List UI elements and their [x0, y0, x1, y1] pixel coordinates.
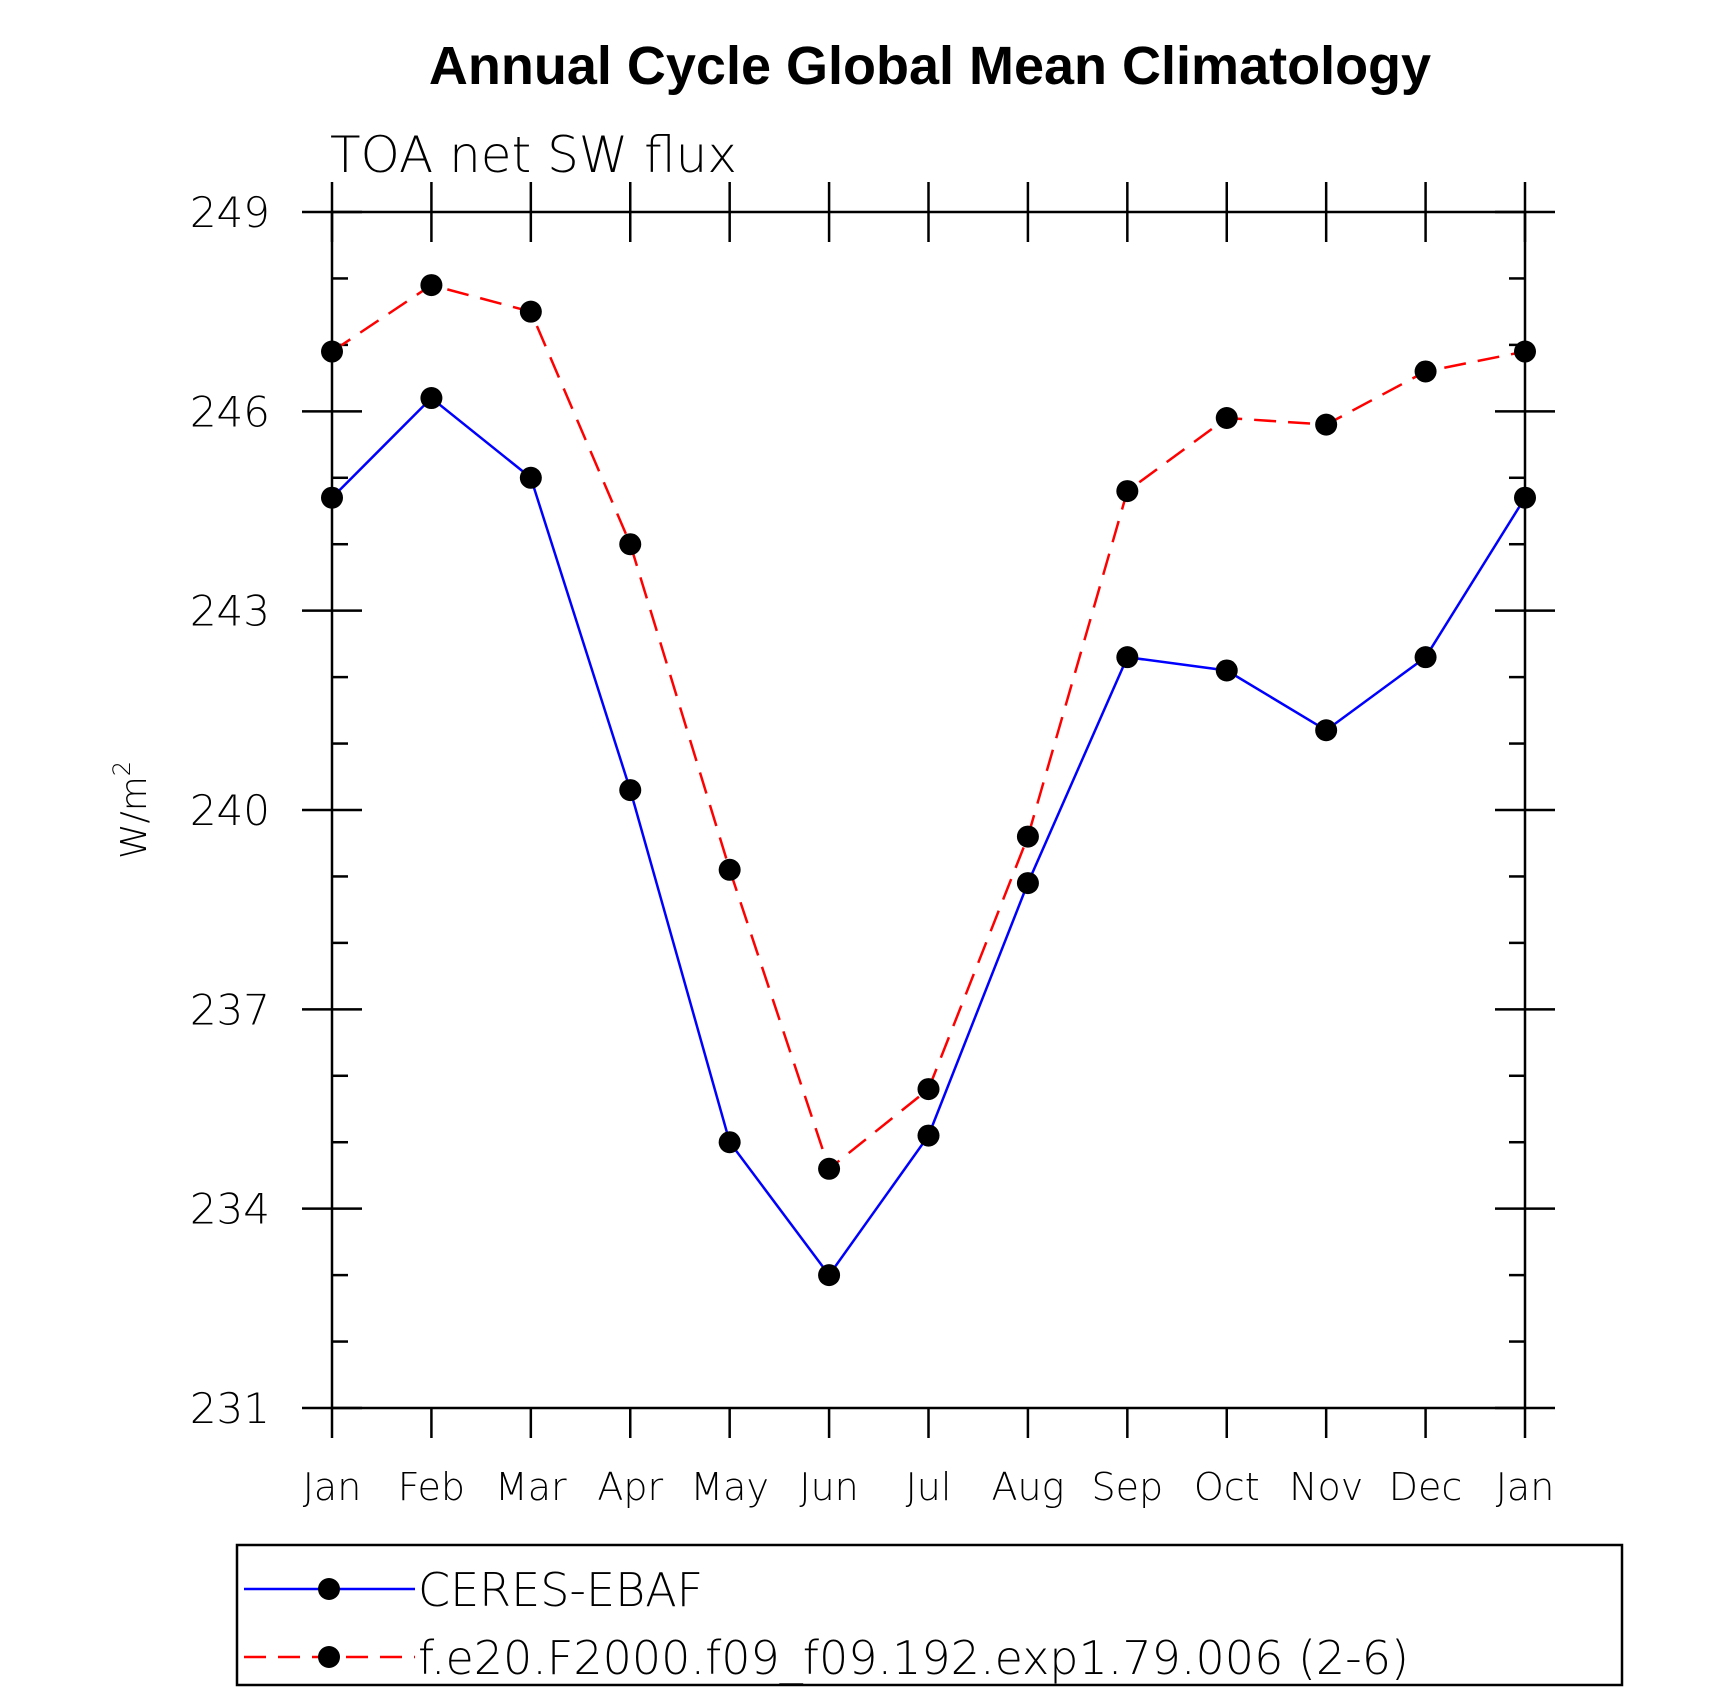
- series-line-1: [331, 283, 1526, 1171]
- series-0-point: [519, 466, 542, 489]
- series-1-point: [1414, 360, 1437, 383]
- series-0-point: [1414, 646, 1437, 669]
- legend-entry-ceres: CERES-EBAF: [244, 1563, 703, 1617]
- series-0-point: [1116, 646, 1139, 669]
- series-1-point: [519, 300, 542, 323]
- series-0-point: [1215, 659, 1238, 682]
- chart-subtitle: TOA net SW flux: [330, 126, 737, 184]
- series-1-point: [1315, 413, 1338, 436]
- series-1-point: [1016, 825, 1039, 848]
- legend-entry-model: f.e20.F2000.f09_f09.192.exp1.79.006 (2-6…: [244, 1631, 1409, 1685]
- x-tick-label: Feb: [398, 1465, 465, 1509]
- x-tick-labels: Jan Feb Mar Apr May Jun Jul Aug Sep Oct Nov Dec Jan: [303, 1465, 1555, 1509]
- x-tick-label: Nov: [1289, 1465, 1363, 1509]
- series-0-point: [1315, 719, 1338, 742]
- x-tick-label: Mar: [495, 1465, 567, 1509]
- y-tick-label: 249: [190, 188, 270, 237]
- series-1-point: [718, 858, 741, 881]
- series-1-point: [321, 340, 343, 363]
- series-1-point: [818, 1157, 841, 1180]
- series-1-point: [619, 533, 642, 556]
- chart-title: Annual Cycle Global Mean Climatology: [429, 36, 1431, 96]
- legend-marker-model: [318, 1646, 340, 1668]
- y-tick-label: 231: [190, 1384, 270, 1433]
- y-tick-label: 237: [190, 985, 270, 1034]
- series-0-point: [1016, 872, 1039, 895]
- x-tick-label: Oct: [1194, 1465, 1260, 1509]
- legend-label-ceres: CERES-EBAF: [418, 1563, 703, 1617]
- legend-label-model: f.e20.F2000.f09_f09.192.exp1.79.006 (2-6…: [418, 1631, 1409, 1685]
- series-1-point: [1116, 480, 1139, 503]
- svg-text:W/m2: W/m2: [108, 761, 155, 859]
- x-tick-label: Dec: [1389, 1465, 1463, 1509]
- x-tick-label: Apr: [597, 1465, 663, 1509]
- x-tick-label: Aug: [991, 1465, 1064, 1509]
- series-0-point: [321, 486, 343, 509]
- legend-marker-ceres: [318, 1578, 340, 1600]
- y-tick-labels: 231 234 237 240 243 246 249: [190, 188, 270, 1433]
- x-tick-label: Jan: [1496, 1465, 1555, 1509]
- series-0-point: [917, 1124, 940, 1147]
- y-tick-label: 234: [190, 1185, 270, 1234]
- y-axis-label-text: W/m: [114, 776, 155, 859]
- series-1-point: [1215, 406, 1238, 429]
- series-1-point: [1514, 340, 1536, 363]
- axis-ticks: [302, 182, 1555, 1438]
- series-0-point: [619, 779, 642, 802]
- series-layer: [321, 274, 1536, 1287]
- plot-frame: [330, 210, 1527, 1410]
- x-tick-label: Jun: [799, 1465, 858, 1509]
- series-0-point: [818, 1264, 841, 1287]
- series-0-point: [1514, 486, 1536, 509]
- x-tick-label: Jul: [906, 1465, 952, 1509]
- series-1-point: [420, 274, 443, 297]
- legend-box: [235, 1543, 1624, 1687]
- y-axis-label: W/m2: [108, 761, 155, 859]
- series-0-point: [718, 1131, 741, 1154]
- y-tick-label: 240: [190, 786, 270, 835]
- series-1-point: [917, 1078, 940, 1101]
- y-axis-label-superscript: 2: [108, 761, 136, 776]
- series-0-point: [420, 387, 443, 410]
- x-tick-label: May: [690, 1465, 769, 1509]
- y-tick-label: 243: [190, 587, 270, 636]
- x-tick-label: Sep: [1092, 1465, 1164, 1509]
- x-tick-label: Jan: [303, 1465, 362, 1509]
- y-tick-label: 246: [190, 387, 270, 436]
